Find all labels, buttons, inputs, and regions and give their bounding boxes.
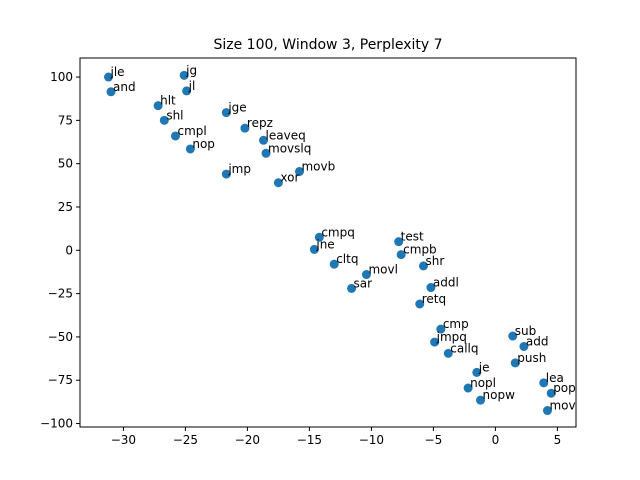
data-point xyxy=(309,244,319,254)
data-point xyxy=(443,348,453,358)
data-point xyxy=(463,383,473,393)
data-point xyxy=(361,270,371,280)
point-label: add xyxy=(526,334,549,348)
point-label: shr xyxy=(425,254,444,268)
data-point xyxy=(170,131,180,141)
point-label: jl xyxy=(188,79,196,93)
data-point xyxy=(240,123,250,133)
point-label: jmpq xyxy=(436,330,467,344)
y-tick-label: 25 xyxy=(58,200,73,214)
data-point xyxy=(430,337,440,347)
data-point xyxy=(221,108,231,118)
point-label: jg xyxy=(185,63,197,77)
point-label: movb xyxy=(301,159,335,173)
data-point xyxy=(261,148,271,158)
data-point xyxy=(153,101,163,111)
data-point xyxy=(259,135,269,145)
point-label: nopl xyxy=(470,376,496,390)
data-point xyxy=(418,261,428,271)
point-label: movl xyxy=(368,263,397,277)
x-tick-label: −20 xyxy=(235,433,260,447)
point-label: cmpl xyxy=(177,124,206,138)
point-label: jmp xyxy=(227,162,251,176)
data-point xyxy=(436,324,446,334)
data-point xyxy=(476,395,486,405)
point-label: sub xyxy=(515,324,536,338)
data-point xyxy=(519,341,529,351)
y-tick-label: −50 xyxy=(48,330,73,344)
point-label: shl xyxy=(166,108,183,122)
data-point xyxy=(347,283,357,293)
y-tick-label: 75 xyxy=(58,113,73,127)
point-label: addl xyxy=(433,276,459,290)
point-label: push xyxy=(517,351,546,365)
plot-frame xyxy=(79,57,577,428)
point-label: cmpb xyxy=(403,243,437,257)
data-point xyxy=(185,144,195,154)
data-point xyxy=(106,87,116,97)
point-label: cmp xyxy=(443,317,469,331)
point-label: je xyxy=(478,360,490,374)
point-label: callq xyxy=(450,341,478,355)
data-point xyxy=(182,86,192,96)
data-point xyxy=(508,331,518,341)
y-tick-label: −75 xyxy=(48,373,73,387)
data-point xyxy=(314,232,324,242)
point-label: lea xyxy=(546,371,564,385)
point-label: mov xyxy=(549,399,575,413)
y-tick-label: −100 xyxy=(40,417,73,431)
chart-title: Size 100, Window 3, Perplexity 7 xyxy=(213,37,442,53)
data-point xyxy=(273,178,283,188)
data-point xyxy=(329,259,339,269)
data-point xyxy=(426,283,436,293)
point-label: nop xyxy=(192,137,215,151)
data-point xyxy=(546,388,556,398)
point-label: hlt xyxy=(160,94,176,108)
point-label: xor xyxy=(280,171,299,185)
data-point xyxy=(472,367,482,377)
x-tick-label: 5 xyxy=(554,433,562,447)
point-label: leaveq xyxy=(266,128,306,142)
x-tick-label: −10 xyxy=(359,433,384,447)
data-point xyxy=(159,115,169,125)
point-label: repz xyxy=(247,116,273,130)
point-label: jle xyxy=(110,65,125,79)
x-tick-label: −25 xyxy=(173,433,198,447)
point-label: jge xyxy=(227,101,246,115)
y-tick-label: 100 xyxy=(50,70,73,84)
x-tick-label: −5 xyxy=(425,433,443,447)
data-point xyxy=(510,358,520,368)
data-point xyxy=(396,250,406,260)
plot-area: −30 −25 −20 −15 −10 −5 0 5−100−75−50−2502550751… xyxy=(40,57,577,447)
point-label: retq xyxy=(422,292,446,306)
data-point xyxy=(179,70,189,80)
data-point xyxy=(394,237,404,247)
point-label: test xyxy=(401,230,424,244)
point-label: nopw xyxy=(483,388,516,402)
point-label: pop xyxy=(553,381,576,395)
point-label: movslq xyxy=(268,141,311,155)
data-point xyxy=(294,166,304,176)
point-label: jne xyxy=(315,237,334,251)
x-tick-label: −30 xyxy=(111,433,136,447)
data-point xyxy=(539,378,549,388)
data-point xyxy=(415,299,425,309)
data-point xyxy=(542,406,552,416)
y-tick-label: −25 xyxy=(48,287,73,301)
x-tick-label: 0 xyxy=(492,433,500,447)
point-label: cltq xyxy=(336,252,358,266)
x-tick-label: −15 xyxy=(297,433,322,447)
point-label: and xyxy=(113,80,136,94)
y-tick-label: 0 xyxy=(65,243,73,257)
point-label: cmpq xyxy=(321,225,355,239)
data-point xyxy=(104,72,114,82)
point-label: sar xyxy=(354,276,373,290)
y-tick-label: 50 xyxy=(58,157,73,171)
data-point xyxy=(221,169,231,179)
